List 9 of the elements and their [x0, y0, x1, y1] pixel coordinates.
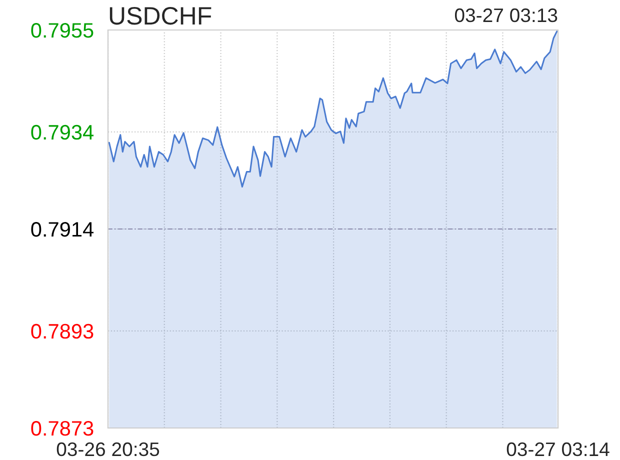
y-tick-label: 0.7893 — [31, 324, 94, 339]
y-tick-label: 0.7955 — [31, 23, 94, 38]
y-tick-label: 0.7873 — [31, 421, 94, 436]
text: 03-27 03:13 — [454, 8, 558, 22]
chart-title: USDCHF — [110, 6, 212, 25]
x-tick-label: 03-27 03:14 — [506, 442, 610, 456]
y-tick-label: 0.7914 — [31, 222, 94, 237]
y-tick-label: 0.7934 — [31, 124, 94, 140]
x-tick-label: 03-26 20:35 — [56, 442, 160, 456]
